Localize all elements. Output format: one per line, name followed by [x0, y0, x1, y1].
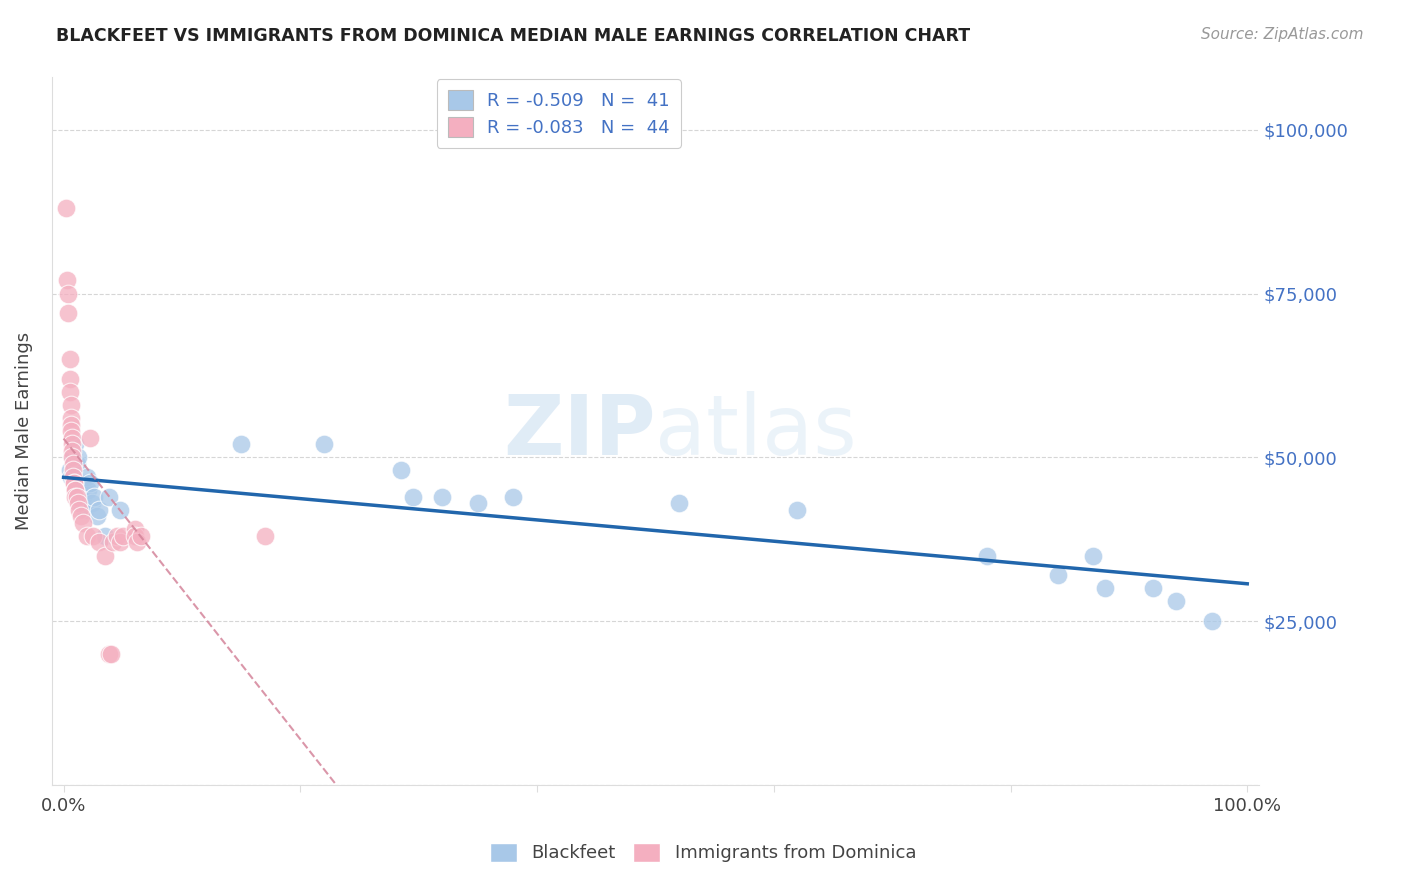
Point — [60, 431, 83, 445]
Point — [70, 496, 93, 510]
Point — [129, 529, 152, 543]
Point — [60, 450, 83, 465]
Point — [124, 529, 146, 543]
Point — [66, 496, 89, 510]
Point — [59, 470, 82, 484]
Text: Source: ZipAtlas.com: Source: ZipAtlas.com — [1201, 27, 1364, 42]
Point — [83, 490, 105, 504]
Point — [79, 431, 101, 445]
Point — [58, 286, 80, 301]
Text: BLACKFEET VS IMMIGRANTS FROM DOMINICA MEDIAN MALE EARNINGS CORRELATION CHART: BLACKFEET VS IMMIGRANTS FROM DOMINICA ME… — [56, 27, 970, 45]
Point — [56, 273, 79, 287]
Point — [111, 529, 134, 543]
Point — [55, 202, 77, 216]
Point — [1046, 568, 1069, 582]
Point — [62, 470, 84, 484]
Point — [69, 476, 91, 491]
Point — [73, 483, 96, 497]
Point — [65, 483, 87, 497]
Point — [60, 450, 83, 465]
Point — [79, 476, 101, 491]
Point — [253, 529, 276, 543]
Point — [1094, 582, 1116, 596]
Y-axis label: Median Male Earnings: Median Male Earnings — [15, 332, 32, 530]
Point — [65, 457, 87, 471]
Point — [62, 450, 84, 465]
Legend: Blackfeet, Immigrants from Dominica: Blackfeet, Immigrants from Dominica — [482, 836, 924, 870]
Point — [110, 535, 132, 549]
Point — [72, 490, 94, 504]
Point — [94, 529, 117, 543]
Point — [432, 490, 454, 504]
Point — [103, 535, 125, 549]
Point — [67, 502, 90, 516]
Point — [467, 496, 489, 510]
Point — [1083, 549, 1105, 563]
Point — [105, 529, 128, 543]
Point — [72, 516, 94, 530]
Point — [58, 372, 80, 386]
Point — [58, 352, 80, 367]
Point — [1166, 594, 1188, 608]
Point — [86, 509, 108, 524]
Point — [312, 437, 335, 451]
Point — [976, 549, 998, 563]
Point — [97, 490, 120, 504]
Point — [60, 437, 83, 451]
Point — [59, 424, 82, 438]
Point — [58, 384, 80, 399]
Point — [62, 463, 84, 477]
Point — [77, 483, 100, 497]
Point — [786, 502, 808, 516]
Point — [63, 476, 86, 491]
Point — [502, 490, 524, 504]
Point — [59, 417, 82, 432]
Point — [110, 502, 132, 516]
Point — [67, 483, 90, 497]
Point — [1201, 614, 1223, 628]
Point — [65, 490, 87, 504]
Point — [97, 647, 120, 661]
Point — [80, 496, 103, 510]
Point — [59, 411, 82, 425]
Point — [58, 463, 80, 477]
Point — [75, 476, 97, 491]
Point — [58, 306, 80, 320]
Point — [76, 470, 98, 484]
Point — [125, 535, 148, 549]
Legend: R = -0.509   N =  41, R = -0.083   N =  44: R = -0.509 N = 41, R = -0.083 N = 44 — [437, 79, 681, 148]
Point — [70, 509, 93, 524]
Point — [59, 398, 82, 412]
Point — [62, 457, 84, 471]
Point — [402, 490, 425, 504]
Point — [76, 529, 98, 543]
Point — [231, 437, 253, 451]
Point — [1142, 582, 1164, 596]
Point — [389, 463, 412, 477]
Point — [66, 450, 89, 465]
Point — [60, 443, 83, 458]
Point — [65, 483, 87, 497]
Point — [94, 549, 117, 563]
Point — [73, 502, 96, 516]
Point — [668, 496, 690, 510]
Point — [124, 522, 146, 536]
Point — [87, 502, 110, 516]
Point — [63, 457, 86, 471]
Text: atlas: atlas — [655, 391, 858, 472]
Point — [82, 529, 104, 543]
Point — [63, 476, 86, 491]
Point — [100, 647, 122, 661]
Point — [87, 535, 110, 549]
Text: ZIP: ZIP — [503, 391, 655, 472]
Point — [65, 490, 87, 504]
Point — [65, 437, 87, 451]
